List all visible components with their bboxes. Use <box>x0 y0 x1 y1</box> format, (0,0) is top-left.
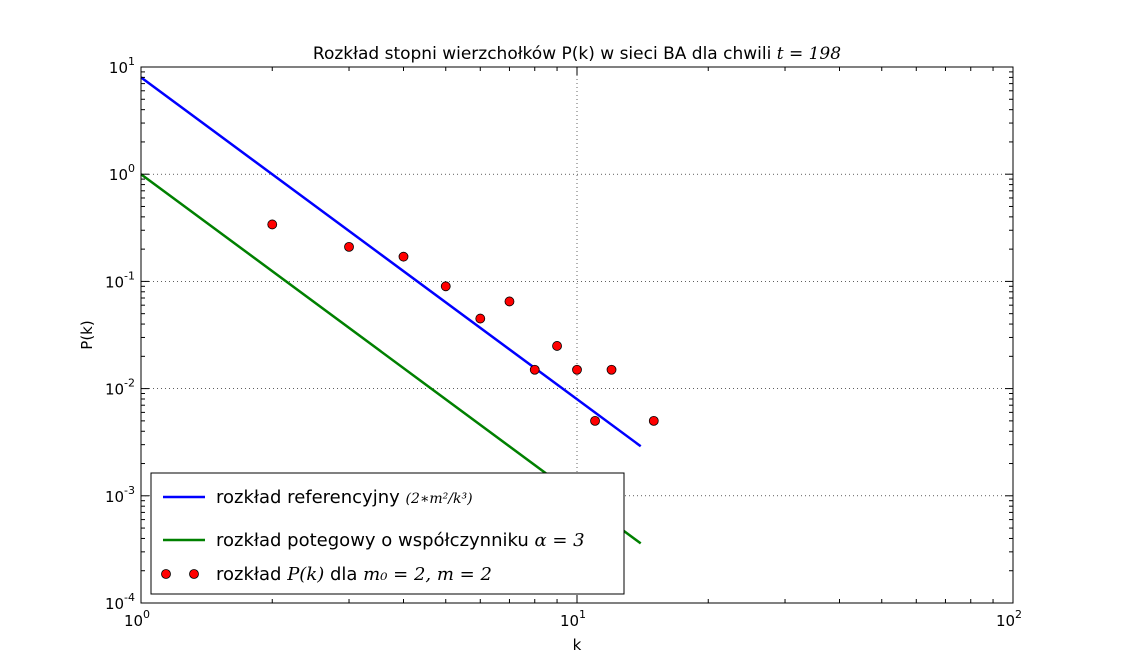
y-tick-label: 10-1 <box>105 269 135 291</box>
y-tick-label: 10-4 <box>105 591 135 613</box>
data-point <box>529 364 540 375</box>
series-line-0 <box>140 76 642 448</box>
y-axis-label: P(k) <box>78 320 96 349</box>
legend-label: rozkład potegowy o współczynniku α = 3 <box>216 530 585 551</box>
data-point <box>267 219 278 230</box>
y-tick-label: 100 <box>109 162 135 184</box>
legend: rozkład referencyjny (2∗m²/k³) rozkład po… <box>150 472 625 595</box>
data-point <box>648 415 659 426</box>
data-point <box>572 364 582 375</box>
data-point <box>475 313 486 324</box>
x-tick-label: 101 <box>560 608 586 630</box>
data-point <box>590 415 600 426</box>
y-tick-label: 10-3 <box>105 484 135 506</box>
x-tick-label: 100 <box>124 608 150 630</box>
chart-title: Rozkład stopni wierzchołków P(k) w sieci… <box>313 44 841 64</box>
legend-swatch-marker <box>161 569 171 579</box>
legend-label: rozkład referencyjny (2∗m²/k³) <box>216 487 473 508</box>
data-point <box>504 296 515 307</box>
x-tick-label: 102 <box>996 608 1022 630</box>
tick-layer: 100 101 102 101 100 10-1 10-2 10-3 10-4 <box>105 55 1022 630</box>
y-tick-label: 10-2 <box>105 377 135 399</box>
chart-title-text: Rozkład stopni wierzchołków P(k) w sieci… <box>313 44 771 64</box>
series-layer <box>140 76 659 545</box>
data-point <box>344 241 354 252</box>
data-point <box>606 364 617 375</box>
data-point <box>552 341 562 351</box>
chart-title-math: t = 198 <box>777 44 842 64</box>
data-point <box>398 251 409 262</box>
legend-swatch-marker <box>189 569 199 579</box>
legend-box <box>150 472 625 595</box>
legend-label: rozkład P(k) dla m₀ = 2, m = 2 <box>216 564 492 585</box>
y-tick-label: 101 <box>109 55 135 77</box>
data-point <box>440 281 451 292</box>
x-axis-label: k <box>573 636 582 654</box>
